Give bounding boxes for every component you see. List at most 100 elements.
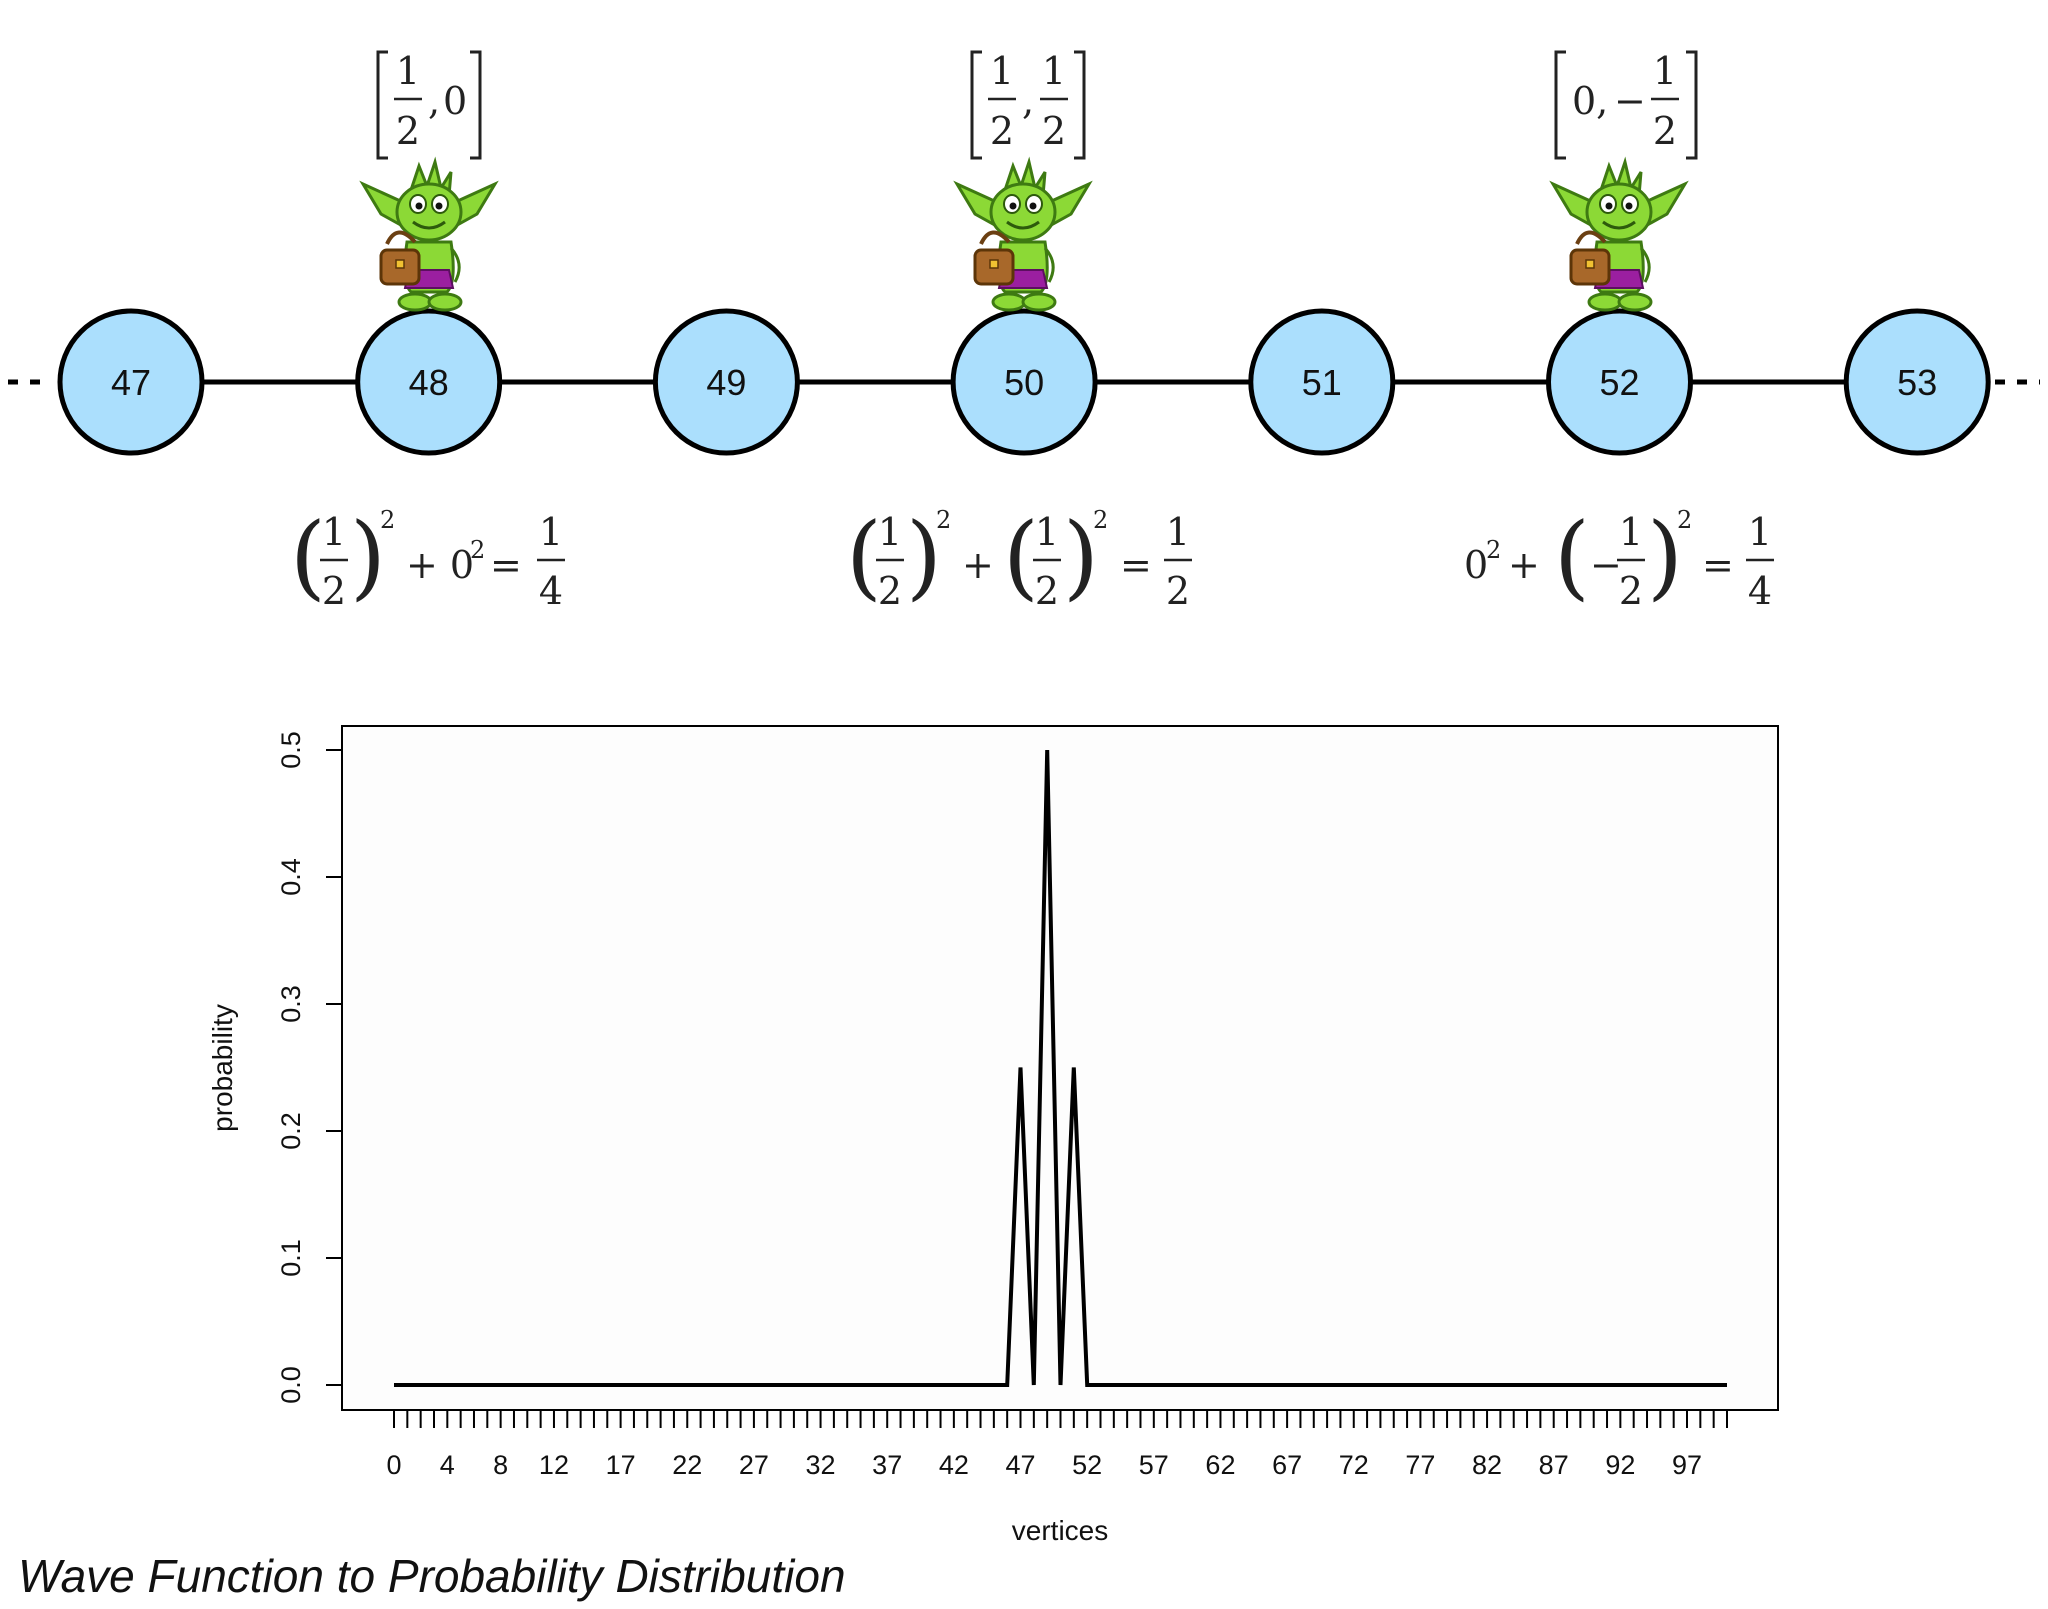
x-tick-label: 52: [1072, 1450, 1102, 1480]
walker-50: 1 2 , 1 2: [955, 49, 1091, 312]
svg-text:2: 2: [1035, 569, 1059, 613]
graph-node-50: 50: [950, 308, 1098, 456]
svg-text:=: =: [1120, 543, 1152, 587]
svg-text:,: ,: [428, 79, 440, 123]
svg-text:1: 1: [1035, 510, 1059, 554]
svg-text:): ): [906, 503, 942, 610]
svg-text:1: 1: [539, 510, 563, 554]
svg-text:1: 1: [1653, 49, 1677, 93]
svg-text:2: 2: [1619, 569, 1643, 613]
node-label: 51: [1302, 362, 1342, 403]
svg-text:(: (: [290, 503, 326, 610]
probability-value-48: 4: [539, 569, 563, 613]
x-tick-label: 47: [1005, 1450, 1035, 1480]
amplitude-vector-48: 1 2 , 0: [376, 49, 482, 160]
y-tick-label: 0.4: [276, 858, 306, 896]
probability-equations: ( 1 2 ) 2 + 0 2 = 1 4 ( 1 2 ) 2 + ( 1 2 …: [290, 503, 1774, 613]
graph-node-51: 51: [1248, 308, 1396, 456]
svg-text:+: +: [1508, 543, 1540, 587]
goblin-with-bag-icon: [955, 160, 1091, 312]
x-tick-label: 4: [440, 1450, 455, 1480]
svg-text:2: 2: [936, 506, 951, 534]
svg-text:1: 1: [1042, 49, 1066, 93]
x-tick-label: 27: [739, 1450, 769, 1480]
x-tick-label: 72: [1339, 1450, 1369, 1480]
svg-text:0,: 0,: [1572, 79, 1608, 123]
y-tick-label: 0.1: [276, 1239, 306, 1277]
node-circle: [1546, 308, 1693, 456]
goblin-with-bag-icon: [361, 160, 497, 312]
walker-48: 1 2 , 0: [361, 49, 497, 312]
svg-text:(: (: [846, 503, 882, 610]
x-tick-label: 97: [1672, 1450, 1702, 1480]
x-tick-label: 42: [939, 1450, 969, 1480]
svg-text:0: 0: [1464, 543, 1488, 587]
x-tick-label: 67: [1272, 1450, 1302, 1480]
walkers: 1 2 , 0 1 2 , 1 2: [361, 49, 1698, 312]
node-circle: [1248, 308, 1396, 456]
graph-node-49: 49: [652, 308, 800, 456]
svg-text:2: 2: [1093, 506, 1108, 534]
x-tick-label: 87: [1539, 1450, 1569, 1480]
svg-text:2: 2: [878, 569, 902, 613]
svg-text:1: 1: [1619, 510, 1643, 554]
node-circle: [1843, 308, 1991, 456]
y-tick-label: 0.3: [276, 985, 306, 1023]
x-tick-label: 8: [493, 1450, 508, 1480]
x-tick-label: 77: [1405, 1450, 1435, 1480]
series-line: [394, 749, 1727, 1387]
graph-nodes: 47 48 49 50 51 52 53: [57, 308, 1991, 456]
y-axis: 0.0 0.1 0.2 0.3 0.4 0.5: [276, 731, 342, 1404]
svg-text:(: (: [1003, 503, 1039, 610]
node-label: 47: [111, 362, 151, 403]
svg-text:2: 2: [380, 506, 395, 534]
x-tick-label: 17: [606, 1450, 636, 1480]
svg-text:2: 2: [1486, 536, 1501, 564]
svg-text:(: (: [1554, 503, 1590, 610]
svg-text:2: 2: [396, 109, 420, 153]
equation-52: 0 2 + ( − 1 2 ) 2 = 1 4: [1464, 503, 1774, 613]
node-circle: [652, 308, 800, 456]
x-tick-label: 32: [806, 1450, 836, 1480]
x-tick-label: 82: [1472, 1450, 1502, 1480]
svg-text:1: 1: [1166, 510, 1190, 554]
amplitude-vector-50: 1 2 , 1 2: [970, 49, 1086, 160]
node-circle: [355, 308, 503, 456]
x-axis-label: vertices: [1012, 1515, 1108, 1546]
svg-text:0: 0: [443, 79, 467, 123]
node-circle: [57, 308, 205, 456]
svg-text:): ): [1647, 503, 1683, 610]
svg-text:=: =: [490, 543, 522, 587]
svg-text:1: 1: [878, 510, 902, 554]
node-label: 53: [1897, 362, 1937, 403]
figure-caption: Wave Function to Probability Distributio…: [18, 1550, 846, 1602]
svg-text:1: 1: [396, 49, 420, 93]
svg-text:): ): [1063, 503, 1099, 610]
graph-node-53: 53: [1843, 308, 1991, 456]
walk-graph: 47 48 49 50 51 52 53: [8, 308, 2040, 456]
svg-text:2: 2: [322, 569, 346, 613]
goblin-with-bag-icon: [1551, 160, 1687, 312]
y-axis-label: probability: [207, 1004, 238, 1132]
svg-text:2: 2: [1166, 569, 1190, 613]
svg-text:2: 2: [1677, 506, 1692, 534]
equation-48: ( 1 2 ) 2 + 0 2 = 1 4: [290, 503, 565, 613]
node-label: 48: [409, 362, 449, 403]
svg-text:2: 2: [470, 536, 485, 564]
y-tick-label: 0.2: [276, 1112, 306, 1150]
walker-52: 0, − 1 2: [1551, 49, 1698, 312]
equation-50: ( 1 2 ) 2 + ( 1 2 ) 2 = 1 2: [846, 503, 1192, 613]
svg-text:+: +: [962, 543, 994, 587]
x-tick-label: 37: [872, 1450, 902, 1480]
svg-text:−: −: [1614, 79, 1646, 123]
x-tick-label: 0: [386, 1450, 401, 1480]
svg-text:=: =: [1702, 543, 1734, 587]
svg-text:): ): [350, 503, 386, 610]
svg-text:4: 4: [1748, 569, 1772, 613]
y-tick-label: 0.5: [276, 731, 306, 769]
node-label: 50: [1004, 362, 1044, 403]
svg-text:2: 2: [1653, 109, 1677, 153]
graph-node-47: 47: [57, 308, 205, 456]
svg-text:,: ,: [1022, 79, 1034, 123]
